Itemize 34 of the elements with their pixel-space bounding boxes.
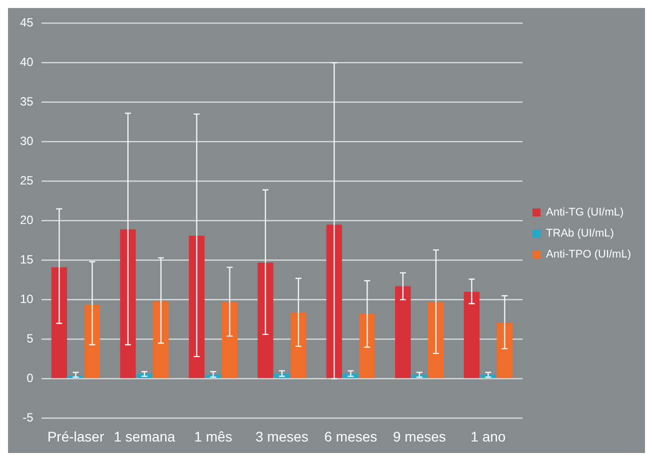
legend-label: TRAb (UI/mL): [546, 228, 614, 240]
bar: [464, 292, 480, 378]
bar: [258, 262, 274, 378]
y-tick-label: 45: [20, 16, 34, 30]
y-tick-label: 5: [26, 332, 34, 346]
x-tick-label: Pré-laser: [47, 428, 104, 444]
y-tick-label: -5: [22, 410, 34, 425]
x-tick-label: 6 meses: [324, 428, 378, 444]
bar: [222, 302, 238, 378]
bar: [84, 304, 100, 378]
bar: [395, 286, 411, 378]
y-tick-label: 0: [26, 371, 34, 386]
legend-label: Anti-TG (UI/mL): [546, 206, 624, 219]
y-tick-label: 30: [20, 134, 34, 148]
y-tick-label: 15: [20, 252, 34, 267]
bar: [188, 236, 205, 378]
bar: [428, 302, 444, 378]
x-tick-label: 1 ano: [470, 428, 506, 444]
bar: [496, 322, 513, 378]
y-tick-label: 35: [20, 94, 34, 109]
x-tick-label: 9 meses: [392, 428, 446, 444]
bar: [290, 312, 306, 378]
x-tick-label: 1 semana: [114, 428, 176, 444]
bar: [120, 229, 136, 378]
y-tick-label: 20: [20, 213, 34, 228]
bar: [51, 267, 68, 378]
x-tick-label: 1 mês: [194, 428, 232, 444]
bar: [153, 301, 169, 378]
x-tick-label: 3 meses: [255, 428, 308, 444]
y-tick-label: 40: [20, 55, 34, 70]
bar: [359, 314, 376, 378]
y-tick-label: 25: [20, 174, 34, 188]
legend-label: Anti-TPO (UI/mL): [546, 248, 632, 261]
y-tick-label: 10: [20, 292, 34, 306]
